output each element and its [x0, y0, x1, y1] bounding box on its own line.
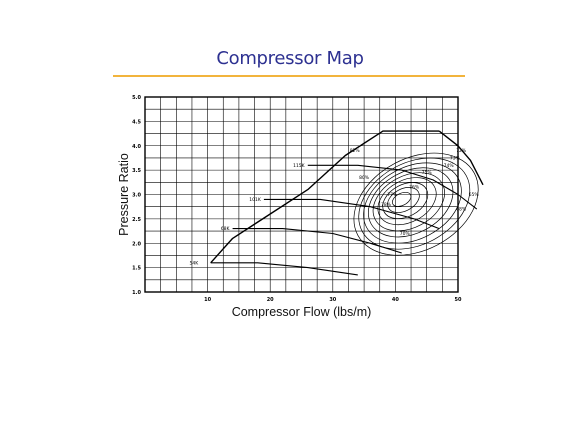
efficiency-label: 80% — [359, 175, 370, 181]
y-tick-label: 4.5 — [132, 119, 141, 125]
y-tick-label: 3.0 — [132, 193, 141, 199]
efficiency-label: 72% — [456, 148, 467, 154]
efficiency-contour — [372, 172, 445, 232]
efficiency-label: 78% — [381, 202, 392, 208]
title-rule — [113, 75, 465, 77]
x-tick-label: 50 — [455, 297, 462, 303]
y-tick-label: 1.5 — [132, 266, 141, 272]
choke-line — [438, 130, 484, 186]
labels: 10 20 30 40 50 1.0 1.5 2.0 2.5 3.0 3.5 4.0 4.5 5.0 54K… — [132, 95, 479, 303]
efficiency-label: 68% — [456, 207, 467, 213]
efficiency-label: 73% — [450, 155, 461, 161]
efficiency-label: 82% — [350, 148, 361, 154]
slide-title: Compressor Map — [216, 48, 364, 69]
efficiency-label: 75% — [422, 170, 433, 176]
y-tick-label: 1.0 — [132, 290, 141, 296]
x-axis-title: Compressor Flow (lbs/m) — [232, 305, 372, 319]
efficiency-contour — [392, 191, 412, 207]
y-tick-label: 2.5 — [132, 217, 141, 223]
y-tick-label: 5.0 — [132, 95, 141, 101]
x-tick-label: 10 — [204, 297, 211, 303]
efficiency-label: 70% — [400, 231, 411, 237]
speed-line — [210, 262, 358, 276]
speed-line — [263, 198, 440, 230]
grid — [145, 97, 458, 292]
plot-frame — [144, 96, 459, 293]
efficiency-label: 65% — [469, 192, 480, 198]
x-tick-label: 20 — [267, 297, 274, 303]
x-tick-label: 30 — [329, 297, 336, 303]
speed-line-label: 115K — [293, 163, 306, 169]
speed-line-label: 101K — [249, 197, 262, 203]
x-tick-label: 40 — [392, 297, 399, 303]
efficiency-label: 76% — [409, 185, 420, 191]
efficiency-contour — [358, 157, 471, 250]
efficiency-contour — [353, 152, 479, 256]
speed-line-label: 54K — [190, 260, 200, 266]
efficiency-label: 77% — [387, 192, 398, 198]
efficiency-label: 74% — [444, 163, 455, 169]
y-tick-label: 4.0 — [132, 144, 141, 150]
surge-line — [210, 130, 440, 264]
y-axis-title: Pressure Ratio — [117, 153, 131, 236]
efficiency-contour — [387, 187, 420, 213]
efficiency-contour — [367, 167, 454, 238]
efficiency-contour — [382, 182, 429, 219]
speed-line-label: 68K — [221, 226, 231, 232]
y-tick-label: 2.0 — [132, 241, 141, 247]
efficiency-contour — [377, 177, 437, 226]
y-tick-label: 3.5 — [132, 168, 141, 174]
